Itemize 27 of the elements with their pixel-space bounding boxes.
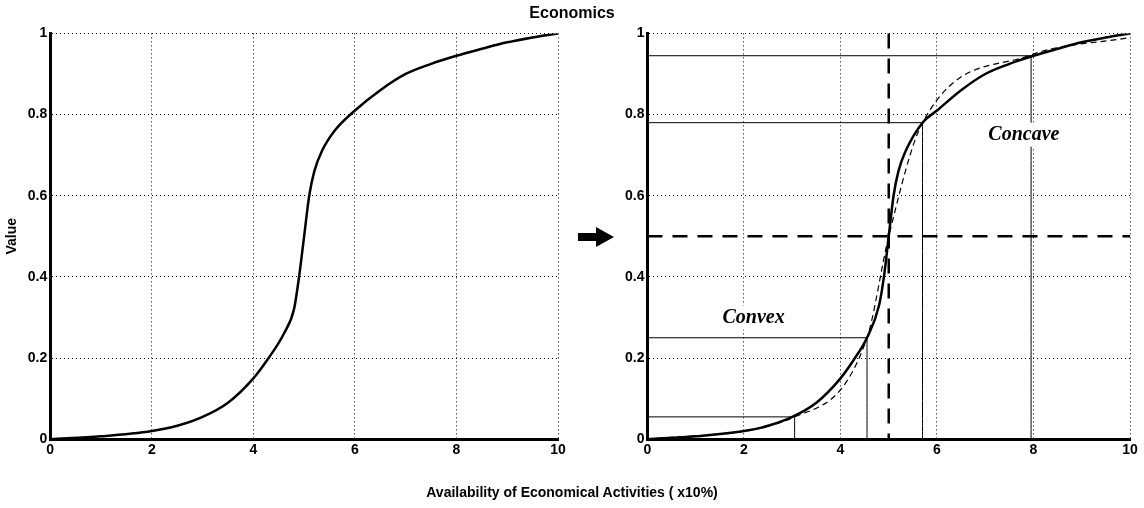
y-tick-label: 0 [636, 430, 645, 447]
x-tick-label: 10 [550, 441, 566, 458]
y-tick-label: 0.8 [624, 105, 645, 122]
y-tick-label: 1 [636, 24, 645, 41]
y-tick-label: 0.8 [27, 105, 48, 122]
y-tick-label: 0.6 [27, 186, 48, 203]
y-tick-label: 0 [39, 430, 48, 447]
x-tick-label: 2 [147, 441, 156, 458]
y-tick-label: 0.4 [27, 267, 48, 284]
x-tick-label: 10 [1122, 441, 1138, 458]
x-tick-label: 6 [351, 441, 360, 458]
x-tick-label: 2 [740, 441, 749, 458]
x-tick-label: 8 [452, 441, 461, 458]
annotation: Convex [722, 304, 785, 327]
x-tick-label: 4 [836, 441, 845, 458]
chart-title: Economics [528, 4, 616, 22]
x-tick-label: 6 [933, 441, 942, 458]
y-tick-label: 0.2 [27, 348, 48, 365]
y-axis-title: Value [3, 217, 20, 255]
annotation: Concave [988, 122, 1060, 145]
x-tick-label: 8 [1029, 441, 1038, 458]
x-tick-label: 4 [249, 441, 258, 458]
x-axis-title: Availability of Economical Activities ( x10%) [425, 484, 719, 500]
y-tick-label: 0.6 [624, 186, 645, 203]
y-tick-label: 0.4 [624, 267, 645, 284]
y-tick-label: 1 [39, 24, 48, 41]
y-tick-label: 0.2 [624, 348, 645, 365]
